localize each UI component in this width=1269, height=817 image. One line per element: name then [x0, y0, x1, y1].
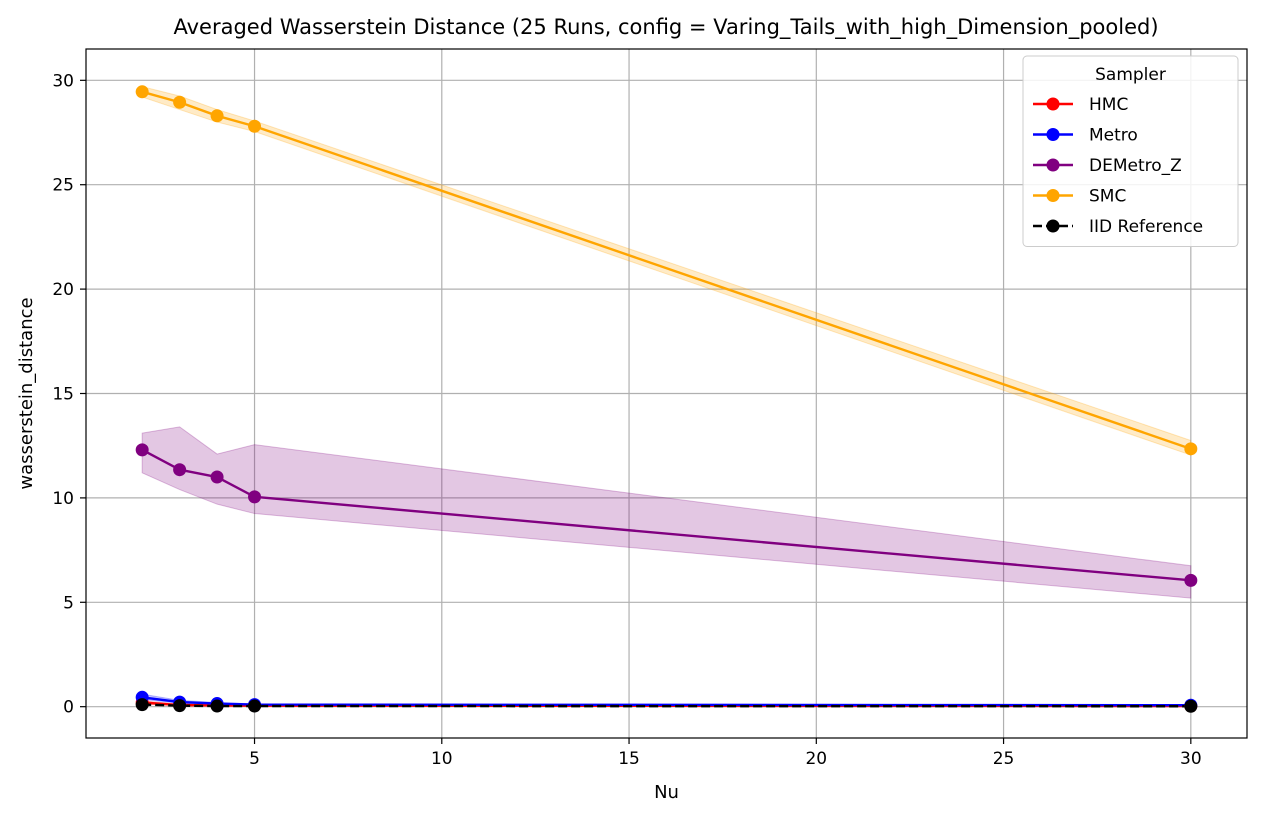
y-tick-label: 20 — [52, 280, 74, 300]
x-tick-label: 30 — [1180, 749, 1202, 769]
legend-label-demetro-z: DEMetro_Z — [1089, 156, 1182, 176]
y-tick-label: 15 — [52, 385, 74, 405]
y-tick-label: 30 — [52, 71, 74, 91]
legend-label-hmc: HMC — [1089, 95, 1128, 115]
x-axis-label: Nu — [654, 782, 679, 803]
y-axis-label: wasserstein_distance — [16, 297, 37, 489]
legend-marker-demetro-z — [1046, 158, 1060, 172]
axis-ticks: 5 10 15 20 25 30 0 5 10 15 20 25 30 — [52, 71, 1201, 769]
legend-marker-metro — [1046, 128, 1060, 141]
band-demetro-z — [141, 426, 1192, 599]
y-tick-label: 10 — [52, 489, 74, 509]
legend: Sampler HMC Metro DEMetro_Z SMC IID Reference — [1022, 55, 1239, 247]
x-tick-label: 25 — [993, 749, 1015, 769]
legend-marker-smc — [1046, 189, 1060, 202]
legend-label-smc: SMC — [1089, 187, 1126, 207]
y-tick-label: 0 — [63, 698, 74, 718]
point-iid-reference — [210, 699, 224, 713]
point-demetro-z — [173, 463, 187, 477]
legend-marker-iid-reference — [1046, 219, 1060, 233]
point-iid-reference — [135, 698, 149, 712]
point-demetro-z — [1184, 573, 1198, 587]
point-demetro-z — [210, 470, 224, 484]
point-iid-reference — [1184, 699, 1198, 713]
legend-label-iid-reference: IID Reference — [1089, 217, 1203, 237]
point-iid-reference — [248, 699, 262, 713]
chart-title: Averaged Wasserstein Distance (25 Runs, … — [173, 15, 1158, 40]
x-tick-label: 20 — [805, 749, 827, 769]
point-smc — [1184, 442, 1198, 456]
point-demetro-z — [135, 443, 149, 457]
y-tick-label: 25 — [52, 176, 74, 196]
point-smc — [248, 119, 262, 133]
series-points — [135, 85, 1198, 713]
x-tick-label: 5 — [249, 749, 260, 769]
legend-label-metro: Metro — [1089, 126, 1138, 146]
point-smc — [135, 85, 149, 99]
x-tick-label: 10 — [431, 749, 453, 769]
legend-title: Sampler — [1095, 65, 1166, 85]
point-iid-reference — [173, 699, 187, 713]
y-tick-label: 5 — [63, 593, 74, 613]
point-demetro-z — [248, 490, 262, 504]
point-smc — [210, 109, 224, 123]
legend-marker-hmc — [1046, 97, 1060, 111]
x-tick-label: 15 — [618, 749, 640, 769]
line-iid-reference — [142, 703, 1191, 708]
point-smc — [173, 95, 187, 109]
legend-box — [1022, 55, 1239, 247]
